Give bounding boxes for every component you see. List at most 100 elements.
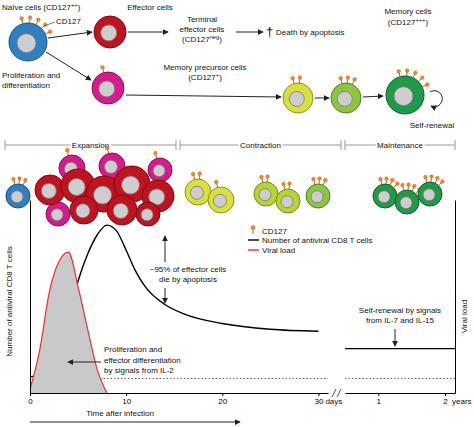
phase-tick (5, 140, 6, 150)
y2-axis-title: Viral load (460, 300, 469, 333)
cd127-pin (318, 177, 322, 181)
cd127-pin (401, 183, 405, 187)
cell-nucleus (394, 87, 413, 106)
cd127-pin (282, 182, 286, 186)
cd127-pin (414, 71, 418, 75)
cell (35, 175, 65, 205)
x-tick-mark (126, 393, 127, 396)
arrow-to-death (236, 32, 263, 33)
chart: 0102030daysNumber of antiviral CD8 T cel… (5, 201, 469, 423)
terminal-label: Terminal (187, 15, 217, 24)
axis-break (337, 389, 341, 397)
cd127-stalk (289, 185, 290, 189)
cd127-stalk (217, 184, 218, 188)
cell (107, 195, 137, 225)
cell-nucleus (94, 186, 112, 204)
cell-body (386, 76, 424, 114)
y2-axis-line (455, 201, 456, 394)
cd127-stalk (413, 74, 415, 78)
cd127-stalk (267, 178, 268, 182)
arrow-to-terminal (128, 32, 168, 33)
cell (208, 180, 234, 213)
cd127-stalk (314, 181, 315, 185)
annotation: Proliferation and (104, 345, 162, 354)
cd127-pin (12, 177, 16, 181)
cd127-pin (20, 17, 24, 21)
x-tick-label: 2 (443, 397, 448, 406)
precursor-label: Memory precursor cells (163, 63, 246, 72)
cd127-pin (436, 176, 440, 180)
legend-label: Number of antiviral CD8 T cells (262, 236, 372, 245)
reference-line (345, 378, 455, 379)
self-renewal-arrow (430, 91, 442, 107)
x-tick: 0 (28, 393, 33, 406)
terminal-label-sup: neg (210, 34, 220, 40)
cell (254, 175, 278, 206)
cell-nucleus (113, 203, 128, 218)
cd127-stalk (284, 186, 285, 190)
cd127-pin (191, 172, 195, 176)
cell-body (373, 184, 397, 208)
il2-arrow (68, 362, 101, 363)
memory-label-text: (CD127 (388, 18, 416, 27)
cd127-stalk (194, 176, 195, 180)
phase-band: ExpansionContractionMaintenance (5, 140, 455, 150)
legend-label: Viral load (262, 246, 295, 255)
arrow-to-precursor (46, 52, 91, 80)
cd127-stalk (199, 175, 200, 179)
cd127-stalk (412, 187, 414, 191)
legend-swatch (248, 249, 259, 250)
x-axis: 0102030 (28, 393, 328, 406)
cd127-stalk (293, 80, 294, 84)
arrow-to-memory (126, 95, 281, 97)
cd127-pin (291, 76, 295, 80)
cd127-pin (65, 148, 69, 152)
cd127-pin (421, 76, 425, 80)
cd127-pin (18, 177, 22, 181)
cell (331, 76, 361, 113)
cd127-pin (24, 178, 28, 182)
cd127-stalk (156, 155, 157, 159)
cd127-stalk (347, 79, 348, 83)
cd127-stalk (422, 85, 426, 87)
cd127-pin (37, 18, 41, 22)
plot-area (30, 225, 328, 393)
cd127-pin (28, 16, 32, 20)
cell-body (185, 179, 211, 205)
x-tick: 20 (218, 393, 227, 406)
phase-tick (176, 140, 177, 150)
y-axis-title: Number of antiviral CD8 T cells (5, 246, 14, 356)
cell (70, 196, 98, 224)
arrow-maturation (363, 96, 383, 97)
arrow-to-effector (48, 32, 92, 38)
legend: CD127Number of antiviral CD8 T cellsVira… (248, 226, 372, 256)
cell-nucleus (423, 189, 435, 201)
cell-nucleus (68, 179, 85, 196)
x-tick: 30 (314, 393, 323, 406)
cell (9, 16, 52, 61)
proliferation-label: Proliferation and (2, 71, 60, 80)
cell-nucleus (259, 189, 271, 201)
cd127-pin (407, 183, 411, 187)
cell-body (208, 187, 234, 213)
cd127-pin (413, 184, 417, 188)
cell-nucleus (311, 191, 323, 203)
annotation: by signals from IL-2 (104, 366, 174, 375)
cell-body (276, 189, 300, 213)
x-axis: 12 (346, 393, 456, 406)
annotation: Self-renewal by signals (359, 306, 441, 315)
y-axis-line (30, 201, 31, 394)
cell-nucleus (289, 91, 304, 106)
cell-body (136, 202, 160, 226)
cd127-pin (288, 182, 292, 186)
cell-body (35, 175, 65, 205)
annotation: ~95% of effector cells (150, 265, 227, 274)
death-label: Death by apoptosis (276, 28, 345, 37)
cell-body (46, 202, 70, 226)
cd127-stalk (408, 186, 409, 190)
cd127-pin (260, 175, 264, 179)
annotation: effector differentiation (104, 356, 181, 365)
x-unit: years (452, 397, 472, 406)
lineage-diagram: Naïve cells (CD127++)CD127Proliferation … (2, 2, 454, 130)
cd127-stalk (29, 19, 30, 23)
